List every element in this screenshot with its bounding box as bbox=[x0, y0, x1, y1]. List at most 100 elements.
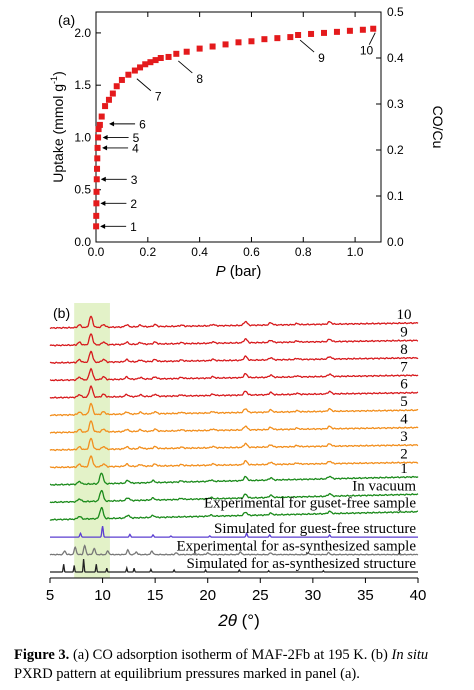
data-point bbox=[152, 57, 159, 64]
series-line bbox=[50, 525, 418, 538]
series-label: In vacuum bbox=[352, 478, 416, 494]
data-point bbox=[308, 30, 315, 37]
x-tick-label: 25 bbox=[252, 587, 269, 604]
data-point bbox=[131, 67, 138, 74]
caption-italic: In situ bbox=[391, 647, 429, 663]
series-label: 10 bbox=[397, 307, 412, 323]
data-point bbox=[173, 50, 180, 57]
data-point bbox=[95, 134, 102, 141]
data-point bbox=[235, 39, 242, 46]
data-point bbox=[113, 83, 120, 90]
data-point bbox=[93, 212, 100, 219]
series-line bbox=[49, 455, 419, 469]
annotation-arrow bbox=[368, 32, 376, 45]
annotation-arrow bbox=[178, 60, 193, 74]
data-point bbox=[209, 43, 216, 50]
data-point bbox=[359, 26, 366, 33]
series-line bbox=[49, 385, 419, 399]
annotation-label: 9 bbox=[318, 51, 325, 65]
y-axis-label: Uptake (mmol g-1) bbox=[49, 71, 66, 183]
y2-tick-label: 0.0 bbox=[387, 235, 404, 249]
annotation-arrowhead bbox=[102, 134, 108, 140]
panel-a-isotherm-chart: 0.0 0.2 0.4 0.6 0.8 1.0 0.0 0.5 1.0 1.5 2.0 0.0 0.1 0… bbox=[49, 5, 446, 280]
series-label: Simulated for as-synthesized structure bbox=[186, 556, 416, 572]
series-line bbox=[49, 315, 419, 330]
data-point bbox=[93, 188, 100, 195]
x-tick-label: 20 bbox=[199, 587, 216, 604]
data-point bbox=[142, 61, 149, 68]
annotation-label: 5 bbox=[133, 131, 140, 145]
series-label: 6 bbox=[400, 377, 408, 393]
series-label: 3 bbox=[400, 429, 408, 445]
x-tick-label: 1.0 bbox=[347, 245, 364, 259]
series-line bbox=[49, 333, 419, 347]
panel-label: (b) bbox=[53, 305, 70, 321]
data-point bbox=[346, 27, 353, 34]
figure-caption: Figure 3. (a) CO adsorption isotherm of … bbox=[14, 646, 460, 684]
x-tick-label: 40 bbox=[410, 587, 427, 604]
data-point bbox=[196, 45, 203, 52]
data-point bbox=[321, 29, 327, 36]
annotation-arrowhead bbox=[100, 200, 106, 206]
data-point bbox=[222, 41, 229, 48]
series-label: 8 bbox=[400, 342, 408, 358]
data-point bbox=[157, 55, 164, 61]
annotation-label: 8 bbox=[196, 72, 203, 86]
figure: 0.0 0.2 0.4 0.6 0.8 1.0 0.0 0.5 1.0 1.5 2.0 0.0 0.1 0… bbox=[46, 5, 446, 630]
data-point bbox=[183, 48, 190, 55]
data-point bbox=[98, 113, 105, 120]
x-tick-label: 10 bbox=[94, 587, 111, 604]
data-point bbox=[261, 36, 268, 43]
x-tick-label: 30 bbox=[305, 587, 322, 604]
x-tick-label: 5 bbox=[46, 587, 54, 604]
x-tick-label: 35 bbox=[357, 587, 374, 604]
data-point bbox=[105, 96, 112, 103]
data-point bbox=[94, 155, 101, 162]
series-line bbox=[49, 544, 419, 556]
caption-text-b: PXRD pattern at equilibrium pressures ma… bbox=[14, 666, 360, 682]
series-label: Experimental for as-synthesized sample bbox=[176, 539, 416, 555]
data-point bbox=[287, 34, 294, 41]
y-tick-label: 1.0 bbox=[74, 130, 91, 144]
series-line bbox=[49, 350, 419, 364]
caption-text-a: (a) CO adsorption isotherm of MAF-2Fb at… bbox=[69, 647, 392, 663]
data-point bbox=[94, 165, 101, 172]
series-line bbox=[49, 367, 419, 382]
data-point bbox=[95, 126, 102, 133]
data-point bbox=[295, 32, 302, 38]
series-label: 1 bbox=[400, 461, 408, 477]
series-line bbox=[49, 420, 419, 434]
data-point bbox=[333, 28, 340, 35]
data-point bbox=[102, 103, 109, 110]
y2-tick-label: 0.3 bbox=[387, 97, 404, 111]
y2-tick-label: 0.2 bbox=[387, 143, 404, 157]
annotation-arrowhead bbox=[100, 176, 106, 182]
data-point bbox=[109, 90, 116, 97]
annotation-arrowhead bbox=[100, 223, 106, 229]
data-point bbox=[165, 53, 172, 60]
x-tick-label: 0.2 bbox=[139, 245, 156, 259]
series-label: 2 bbox=[400, 446, 408, 462]
y-tick-label: 2.0 bbox=[74, 26, 91, 40]
annotation-label: 3 bbox=[131, 173, 138, 187]
data-point bbox=[248, 38, 255, 45]
data-point bbox=[94, 144, 101, 151]
data-point bbox=[125, 71, 132, 78]
data-point bbox=[93, 223, 100, 230]
annotation-label: 6 bbox=[139, 117, 146, 131]
series-line bbox=[49, 472, 419, 486]
data-point bbox=[93, 176, 100, 183]
x-tick-label: 0.8 bbox=[295, 245, 312, 259]
series-label: 9 bbox=[400, 324, 408, 340]
y-tick-label: 0.0 bbox=[74, 235, 91, 249]
annotation-arrow bbox=[136, 78, 152, 92]
annotation-label: 2 bbox=[130, 197, 137, 211]
series-label: 7 bbox=[400, 359, 408, 375]
y2-tick-label: 0.1 bbox=[387, 189, 404, 203]
series-line bbox=[49, 506, 419, 521]
data-point bbox=[118, 76, 125, 83]
series-label: Experimental for guset-free sample bbox=[204, 496, 416, 512]
data-point bbox=[96, 121, 103, 128]
annotation-label: 10 bbox=[360, 44, 374, 58]
